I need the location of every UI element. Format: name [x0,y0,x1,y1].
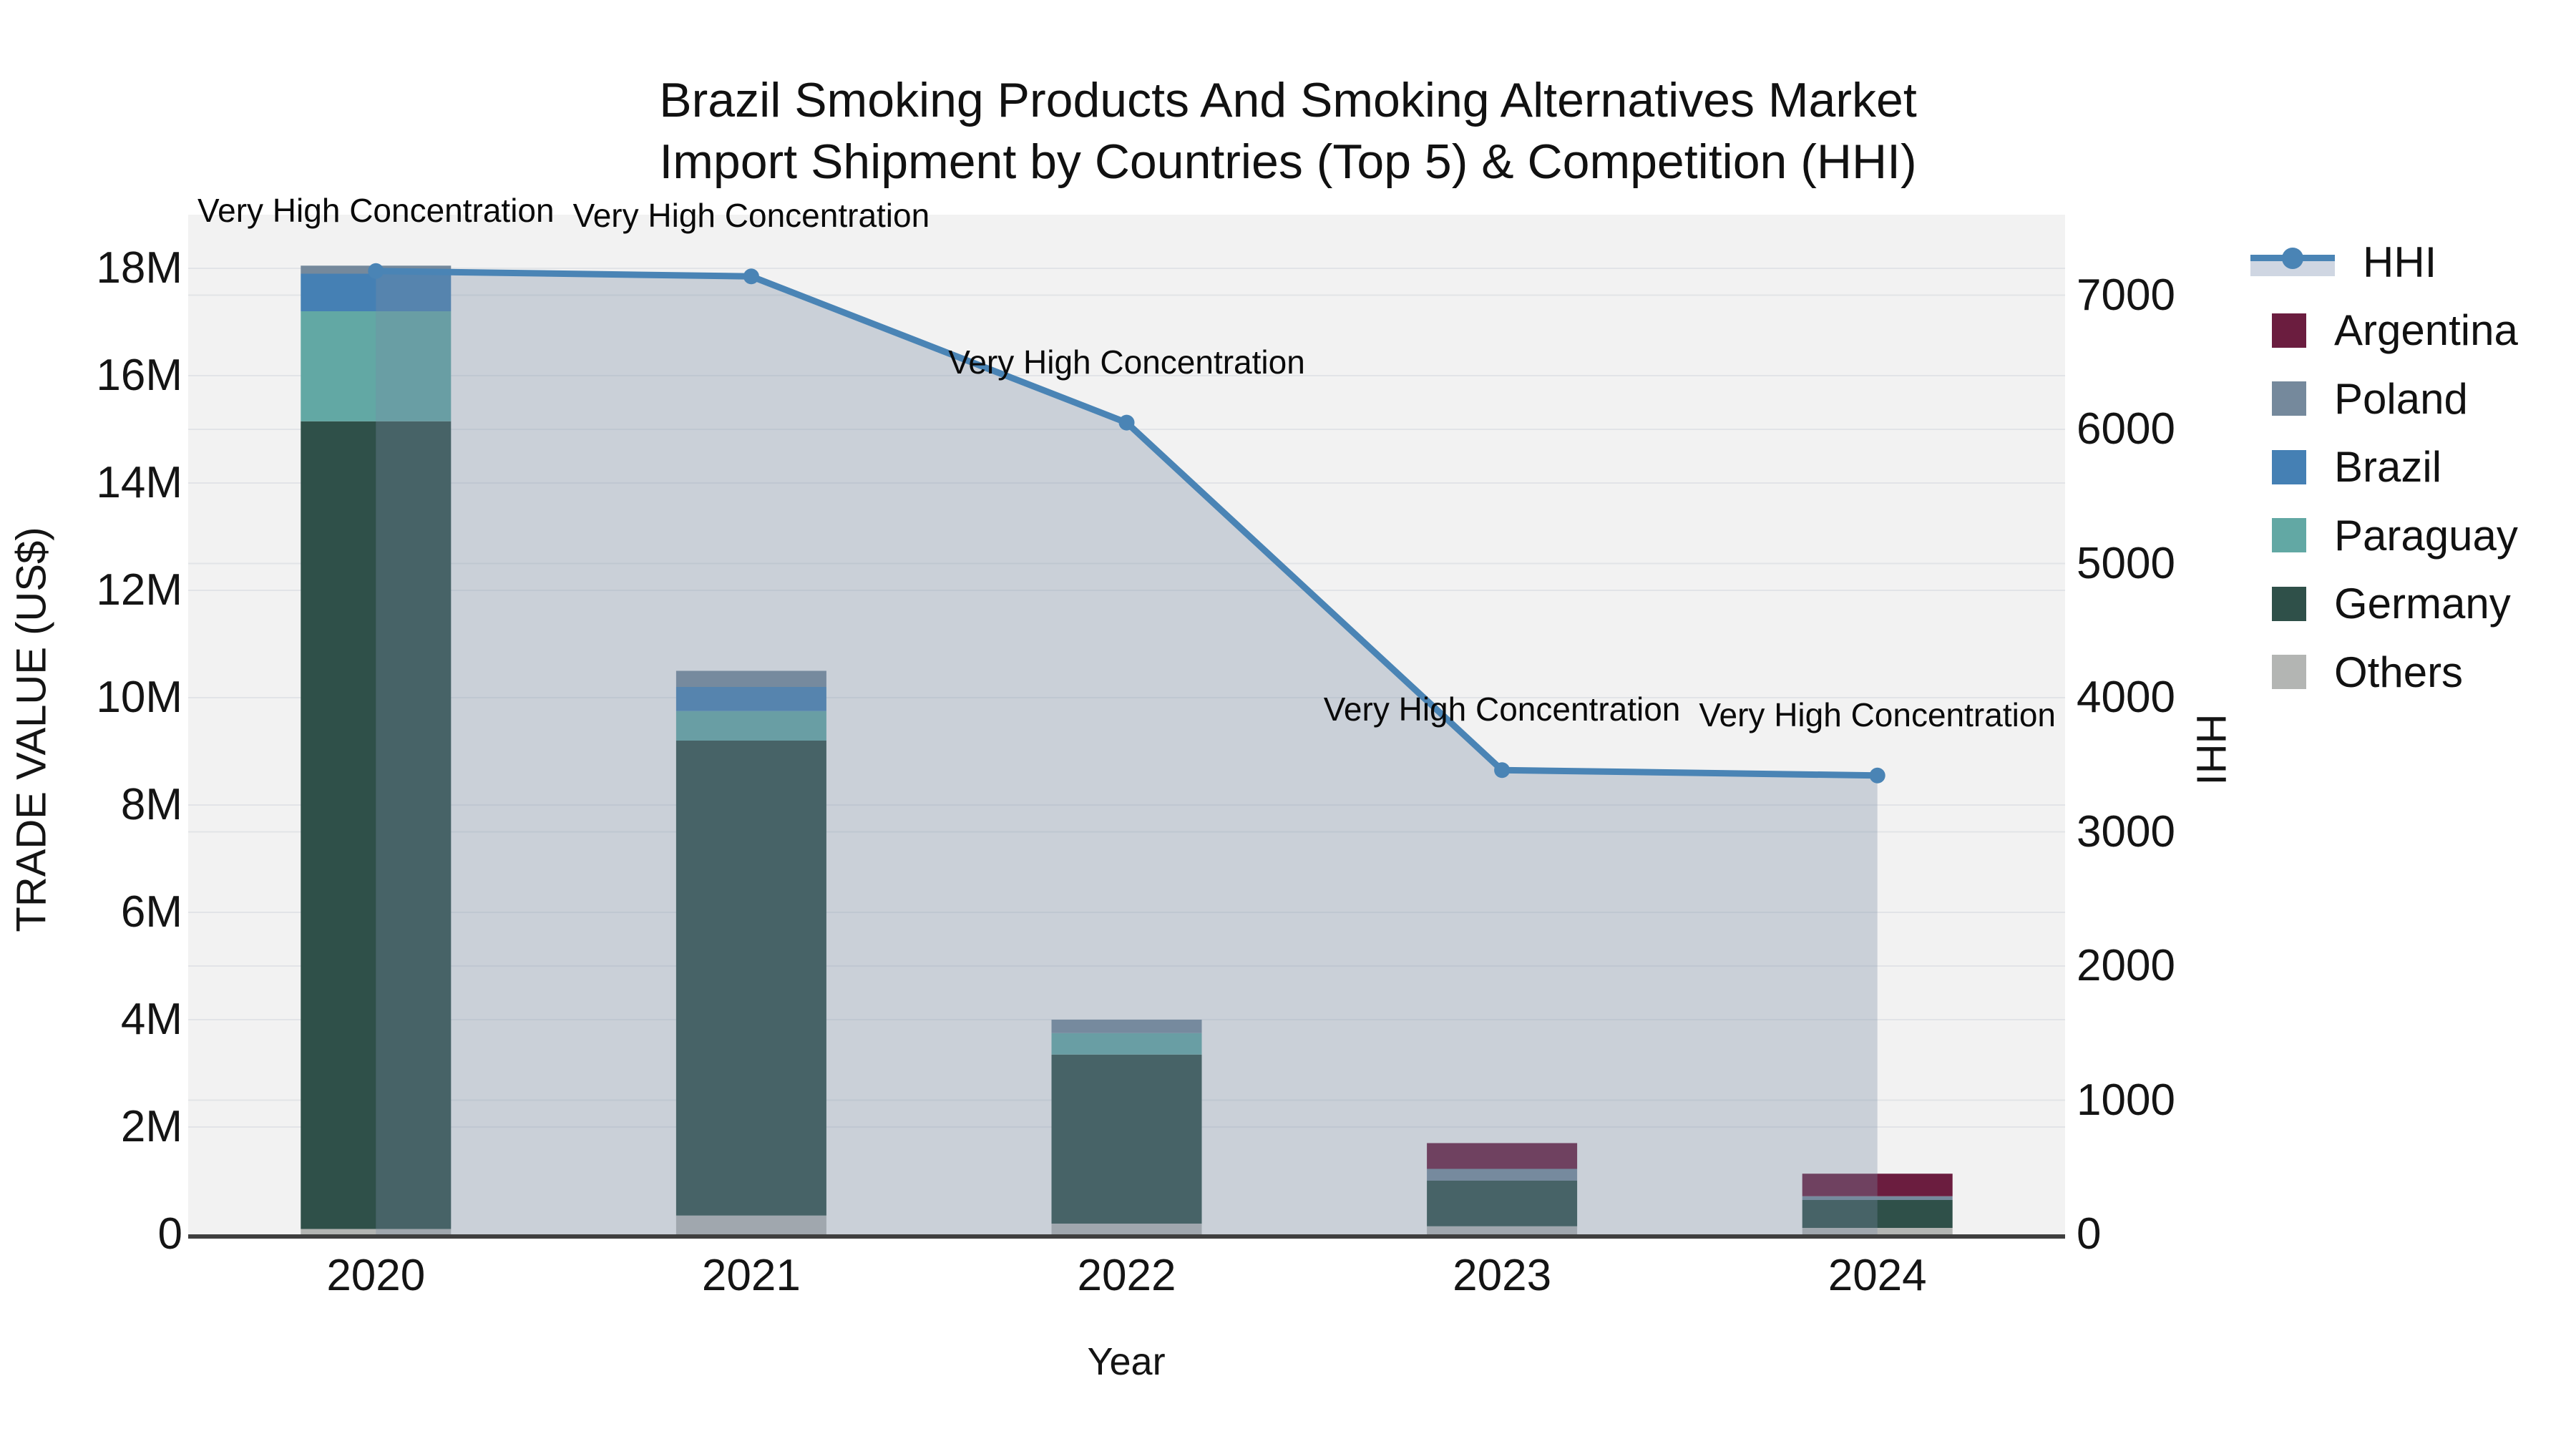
y-right-tick-2000: 2000 [2077,941,2175,990]
legend-item-others[interactable]: Others [2250,638,2463,706]
legend-item-germany[interactable]: Germany [2250,570,2511,638]
legend-label-paraguay: Paraguay [2334,511,2518,560]
x-tick-2020: 2020 [326,1251,426,1300]
y-right-tick-7000: 7000 [2077,270,2175,320]
legend-label-argentina: Argentina [2334,306,2518,354]
annotation-2022: Very High Concentration [948,343,1305,381]
annotation-2024: Very High Concentration [1699,696,2056,733]
bar-segment-others-2024[interactable] [1802,1228,1953,1234]
bar-segment-germany-2024[interactable] [1802,1200,1953,1228]
x-tick-2023: 2023 [1453,1251,1552,1300]
y-right-tick-5000: 5000 [2077,538,2175,588]
legend-item-poland[interactable]: Poland [2250,364,2468,433]
bar-segment-argentina-2024[interactable] [1802,1174,1953,1196]
y-left-tick-2M: 2M [120,1102,182,1151]
hhi-marker-2022[interactable] [1118,414,1135,431]
y-left-tick-16M: 16M [96,351,182,400]
y-axis-right-title: HHI [2187,713,2235,786]
legend-swatch-poland [2272,381,2306,416]
bar-segment-germany-2022[interactable] [1051,1054,1202,1224]
y-right-tick-1000: 1000 [2077,1075,2175,1125]
x-axis-title: Year [1087,1340,1166,1383]
hhi-marker-2023[interactable] [1494,762,1511,779]
legend-label-others: Others [2334,648,2464,696]
annotation-2020: Very High Concentration [197,191,555,229]
legend-item-hhi[interactable]: HHI [2250,228,2436,296]
y-left-tick-4M: 4M [120,995,182,1044]
legend-swatch-paraguay [2272,518,2306,552]
bar-segment-brazil-2020[interactable] [301,273,452,312]
bar-segment-others-2023[interactable] [1427,1226,1578,1234]
bar-segment-brazil-2021[interactable] [675,687,826,711]
bar-segment-others-2021[interactable] [675,1215,826,1234]
legend-item-brazil[interactable]: Brazil [2250,433,2441,502]
bar-segment-paraguay-2021[interactable] [675,711,826,741]
legend-label-germany: Germany [2334,580,2511,628]
hhi-marker-2021[interactable] [743,268,759,285]
legend-swatch-others [2272,655,2306,689]
x-axis-line [188,1234,2065,1239]
y-left-tick-6M: 6M [120,887,182,937]
legend-label-brazil: Brazil [2334,443,2442,491]
y-right-tick-0: 0 [2077,1209,2102,1259]
y-left-tick-0: 0 [157,1209,182,1259]
hhi-marker-2020[interactable] [368,263,384,279]
hhi-marker-sample [2282,248,2303,269]
legend-label-poland: Poland [2334,374,2468,423]
bar-segment-poland-2023[interactable] [1427,1169,1578,1181]
y-left-tick-8M: 8M [120,780,182,829]
bar-segment-poland-2022[interactable] [1051,1020,1202,1033]
bar-segment-germany-2020[interactable] [301,421,452,1229]
x-tick-2021: 2021 [701,1251,801,1300]
legend-item-argentina[interactable]: Argentina [2250,296,2518,365]
bar-segment-germany-2023[interactable] [1427,1181,1578,1226]
hhi-line-sample-icon [2250,248,2335,276]
x-tick-2022: 2022 [1077,1251,1176,1300]
bar-segment-paraguay-2020[interactable] [301,311,452,421]
bar-segment-argentina-2023[interactable] [1427,1143,1578,1169]
bar-segment-poland-2024[interactable] [1802,1196,1953,1200]
y-left-tick-12M: 12M [96,565,182,615]
chart-title-line1: Brazil Smoking Products And Smoking Alte… [659,73,1917,127]
y-left-tick-10M: 10M [96,673,182,722]
y-right-tick-6000: 6000 [2077,404,2175,454]
hhi-area-fill [376,270,1878,1234]
legend-label-hhi: HHI [2363,238,2437,286]
chart-title-line2: Import Shipment by Countries (Top 5) & C… [659,135,1917,189]
annotation-2023: Very High Concentration [1323,691,1681,728]
bar-segment-paraguay-2022[interactable] [1051,1033,1202,1055]
legend-item-paraguay[interactable]: Paraguay [2250,501,2518,570]
y-right-tick-4000: 4000 [2077,673,2175,722]
legend-swatch-argentina [2272,313,2306,348]
bar-segment-others-2022[interactable] [1051,1224,1202,1234]
y-left-tick-14M: 14M [96,458,182,507]
legend-swatch-germany [2272,586,2306,621]
hhi-marker-2024[interactable] [1869,767,1885,784]
y-left-tick-18M: 18M [96,243,182,293]
bar-segment-germany-2021[interactable] [675,741,826,1216]
x-tick-2024: 2024 [1828,1251,1927,1300]
bar-segment-poland-2021[interactable] [675,670,826,688]
annotation-2021: Very High Concentration [572,197,930,235]
bar-segment-others-2020[interactable] [301,1229,452,1235]
y-right-tick-3000: 3000 [2077,806,2175,857]
legend-swatch-brazil [2272,449,2306,484]
